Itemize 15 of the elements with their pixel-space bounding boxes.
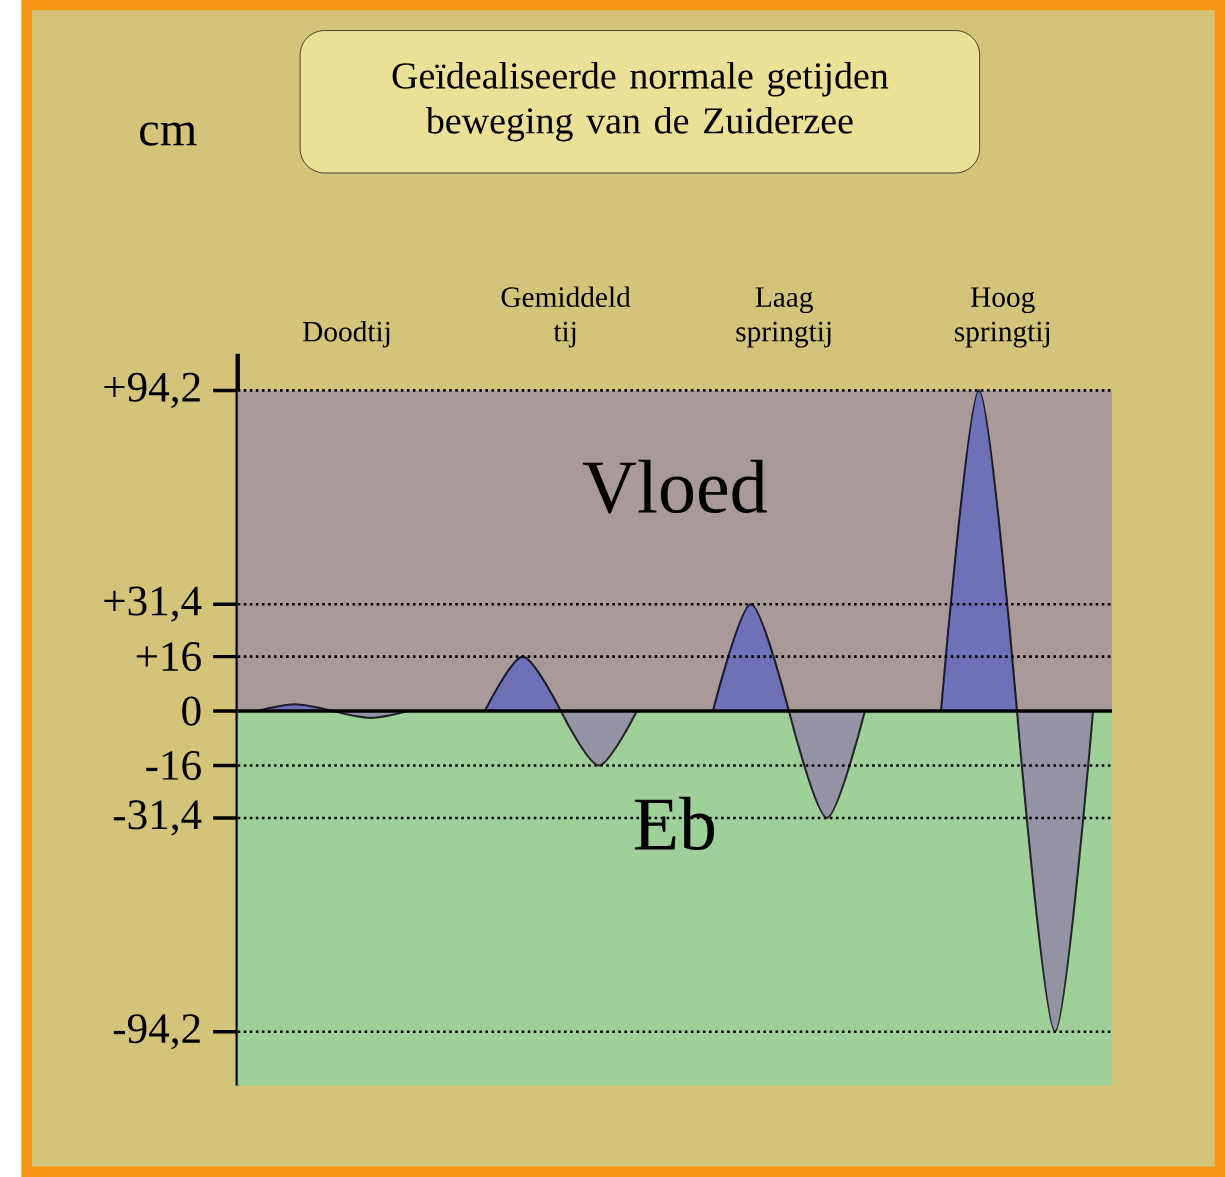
y-tick-label: +94,2 — [104, 372, 200, 409]
chart-title: Geïdealiseerde normale getijden beweging van de Zuiderzee — [392, 62, 889, 142]
y-tick-label: -94,2 — [113, 1014, 200, 1050]
y-axis-title: cm — [140, 122, 197, 146]
text: Gemiddeld tij — [501, 286, 631, 348]
text: Laag springtij — [736, 287, 831, 348]
y-tick-label: +31,4 — [104, 586, 202, 622]
y-tick-label: 0 — [182, 696, 201, 726]
text: Doodtij — [303, 320, 390, 348]
y-tick-label: +16 — [136, 642, 201, 672]
band-label: Eb — [634, 796, 715, 851]
band-label: Vloed — [582, 459, 767, 514]
text: Hoog springtij — [955, 287, 1050, 348]
y-tick-label: -31,4 — [113, 800, 202, 836]
y-tick-label: -16 — [146, 751, 201, 781]
